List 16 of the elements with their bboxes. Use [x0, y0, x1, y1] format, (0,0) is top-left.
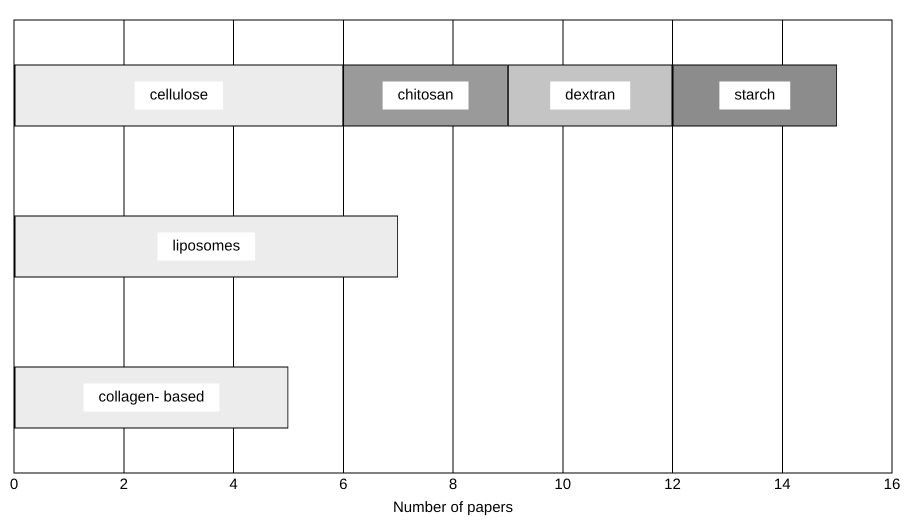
series-label: starch: [734, 86, 776, 104]
series-label: dextran: [565, 86, 616, 104]
x-tick-label: 10: [554, 476, 572, 494]
x-tick-label: 0: [10, 476, 18, 494]
series-label: chitosan: [398, 86, 454, 104]
x-tick-label: 12: [664, 476, 681, 494]
series-label: cellulose: [150, 86, 208, 104]
x-tick-label: 2: [120, 476, 128, 494]
x-tick-label: 16: [884, 476, 900, 494]
series-label: liposomes: [172, 238, 240, 255]
x-tick-label: 6: [339, 476, 348, 494]
x-tick-label: 8: [448, 476, 458, 494]
x-axis-title: Number of papers: [392, 499, 514, 516]
x-tick-label: 14: [774, 476, 791, 494]
x-tick-label: 4: [229, 476, 238, 494]
series-label: collagen- based: [98, 388, 204, 406]
